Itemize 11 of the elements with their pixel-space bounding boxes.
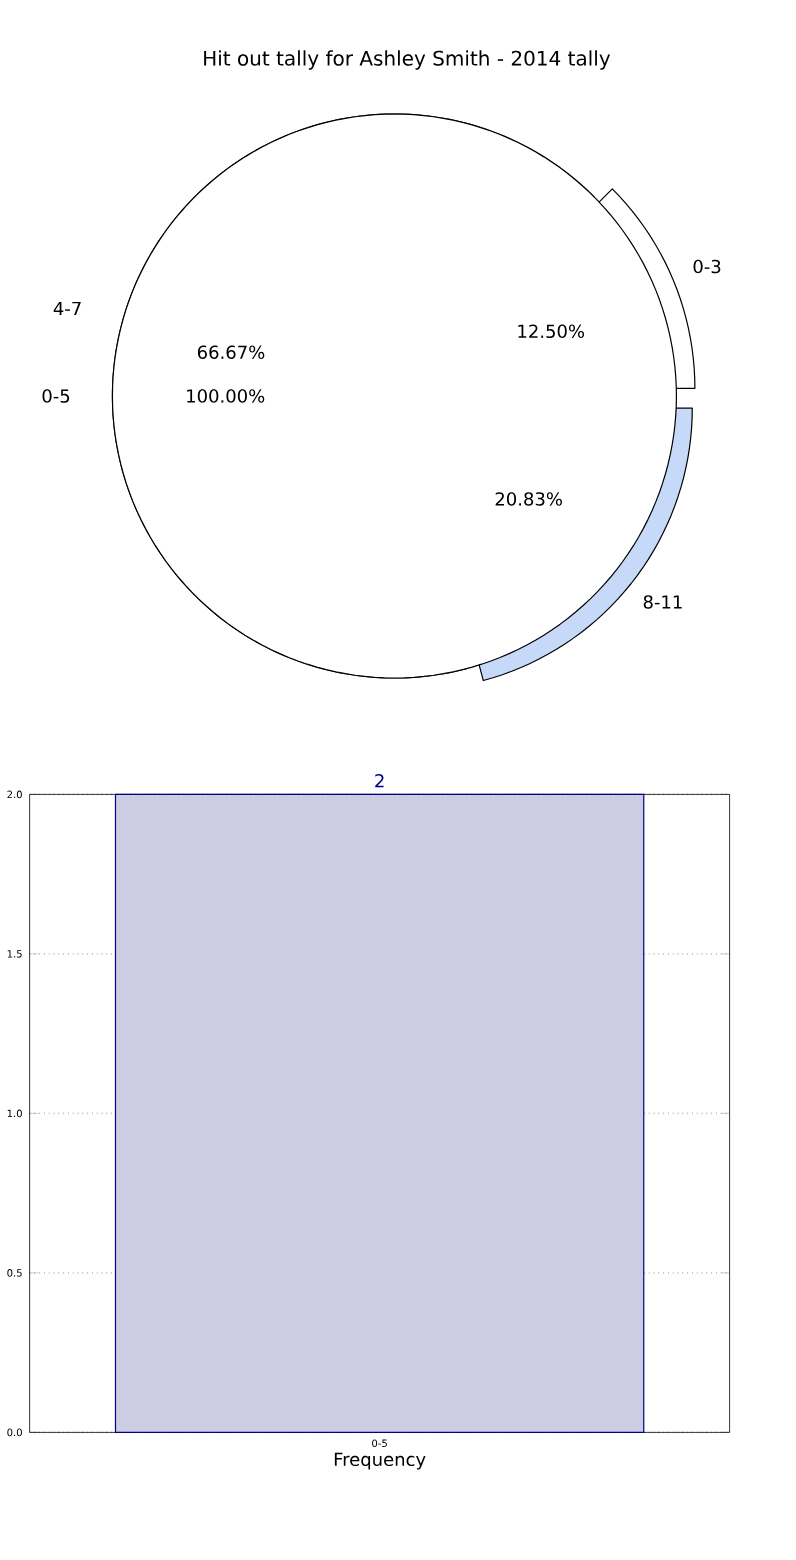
slice-label: 4-7: [53, 301, 81, 315]
data-label: 100.00%: [186, 389, 265, 403]
slice-label: 0-5: [42, 389, 69, 403]
data-label: 66.67%: [197, 345, 265, 360]
x-axis-title: Frequency: [334, 1452, 426, 1470]
data-label: 12.50%: [518, 324, 584, 339]
slice-label: 0-3: [693, 259, 721, 274]
chart-title: Hit out tally for Ashley Smith - 2014 tally: [203, 50, 610, 70]
data-label: 2: [375, 773, 384, 788]
data-label: 20.83%: [495, 492, 562, 506]
slice-label: 8-11: [643, 595, 682, 609]
